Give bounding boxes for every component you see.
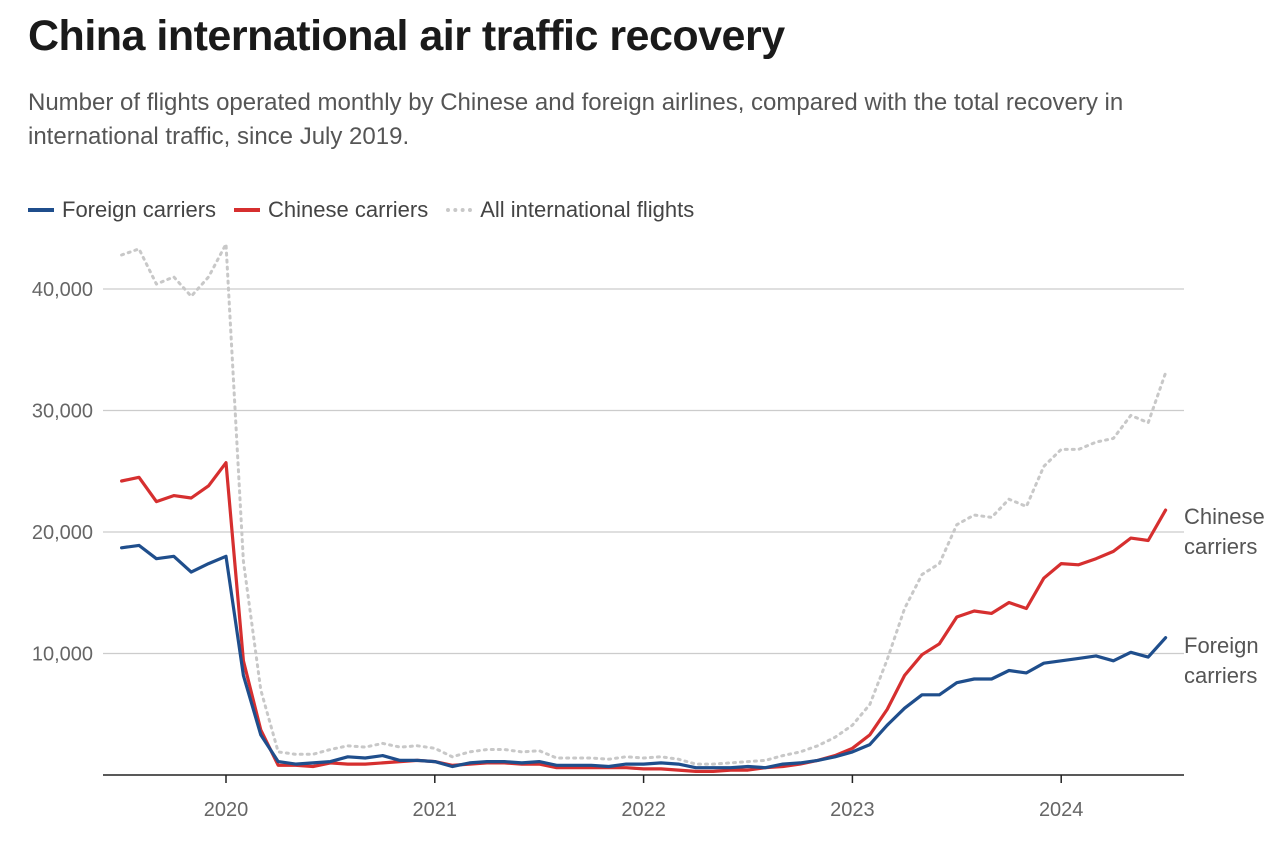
- end-labels: Chinese carriers Foreign carriers: [1184, 504, 1265, 688]
- series-line-chinese: [119, 461, 1168, 774]
- end-label-foreign: carriers: [1184, 663, 1257, 688]
- end-label-foreign: Foreign: [1184, 633, 1259, 658]
- y-axis-ticks: 10,000 20,000 30,000 40,000: [32, 279, 93, 666]
- x-tick-label: 2022: [621, 799, 666, 821]
- series-line-foreign: [119, 543, 1168, 770]
- legend-item-all: All international flights: [446, 197, 694, 223]
- legend-label-foreign: Foreign carriers: [62, 197, 217, 222]
- legend-item-foreign: Foreign carriers: [28, 197, 216, 223]
- y-tick-label: 40,000: [32, 279, 93, 301]
- y-tick-label: 30,000: [32, 401, 93, 423]
- legend-label-chinese: Chinese carriers: [268, 197, 429, 222]
- legend-swatch-foreign: [28, 208, 54, 212]
- x-axis-ticks: 2020 2021 2022 2023 2024: [204, 775, 1084, 821]
- y-tick-label: 20,000: [32, 522, 93, 544]
- x-tick-label: 2024: [1039, 799, 1084, 821]
- x-tick-label: 2023: [830, 799, 875, 821]
- chart-subtitle: Number of flights operated monthly by Ch…: [28, 89, 1124, 150]
- series-line-all: [120, 242, 1168, 766]
- gridlines: [103, 288, 1184, 655]
- legend: Foreign carriers Chinese carriers All in…: [28, 194, 712, 226]
- legend-swatch-chinese: [234, 208, 261, 212]
- legend-label-all: All international flights: [480, 197, 695, 222]
- legend-swatch-all: [446, 208, 473, 212]
- x-tick-label: 2021: [413, 799, 458, 821]
- end-label-chinese: Chinese: [1184, 504, 1265, 529]
- y-tick-label: 10,000: [32, 644, 93, 666]
- x-tick-label: 2020: [204, 799, 249, 821]
- chart-title: China international air traffic recovery: [28, 12, 785, 60]
- series-lines: [119, 242, 1168, 774]
- end-label-chinese: carriers: [1184, 534, 1257, 559]
- legend-item-chinese: Chinese carriers: [234, 197, 428, 223]
